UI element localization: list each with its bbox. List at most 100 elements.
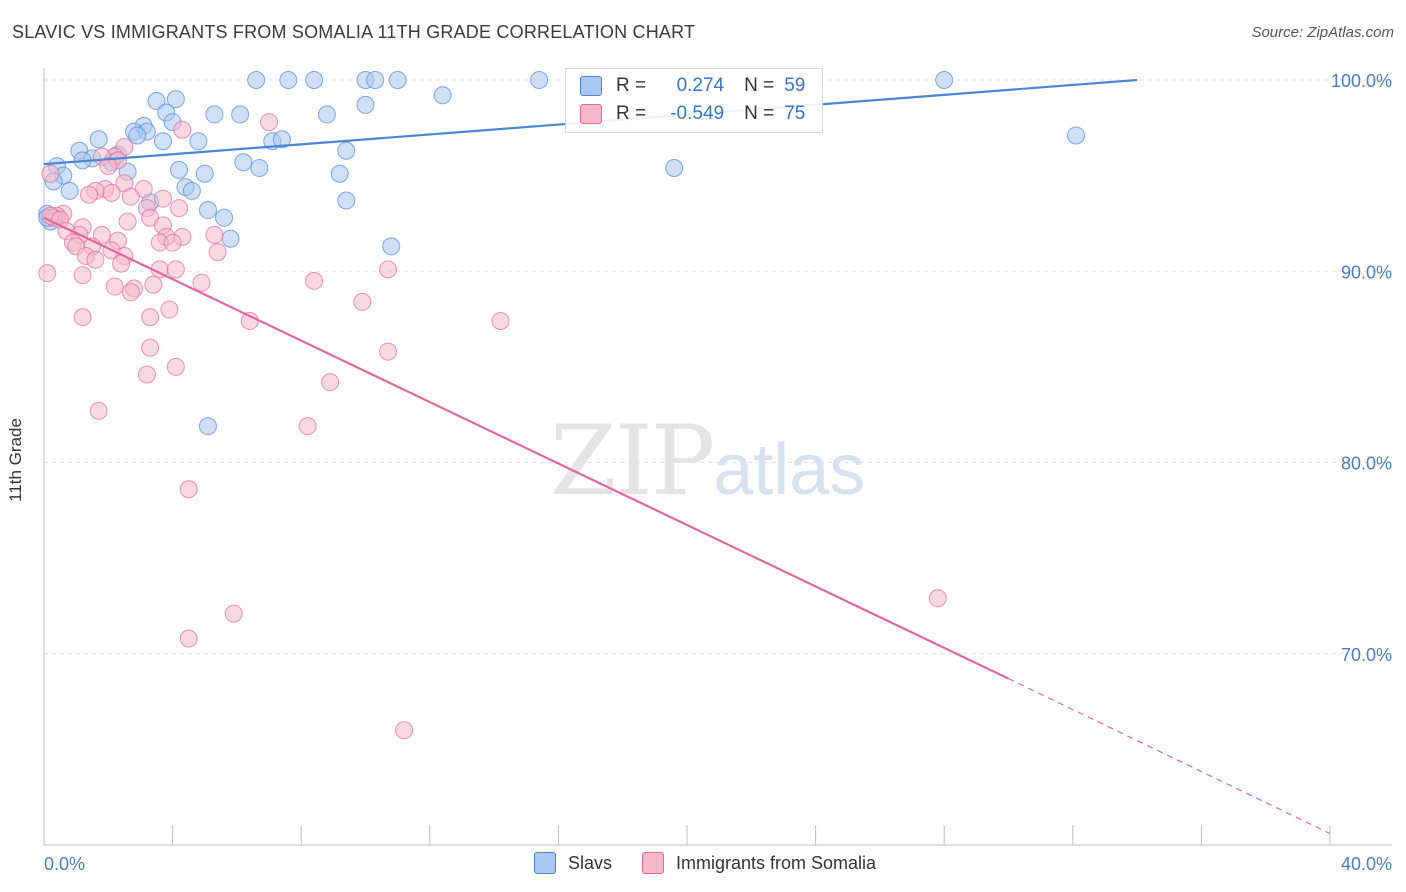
point-slavs bbox=[388, 71, 407, 89]
y-tick-label: 80.0% bbox=[1341, 454, 1392, 474]
point-slavs bbox=[337, 191, 356, 210]
series-legend: Slavs Immigrants from Somalia bbox=[534, 852, 876, 874]
point-somalia bbox=[395, 721, 414, 740]
legend-n-value-slavs: 59 bbox=[784, 75, 806, 96]
y-tick-label: 100.0% bbox=[1331, 71, 1392, 91]
point-somalia bbox=[102, 183, 121, 202]
point-somalia bbox=[179, 629, 198, 648]
point-somalia bbox=[38, 264, 57, 283]
point-somalia bbox=[137, 365, 156, 384]
point-slavs bbox=[330, 164, 349, 183]
point-somalia bbox=[73, 266, 92, 285]
point-slavs bbox=[205, 105, 224, 124]
point-slavs bbox=[147, 92, 166, 111]
trendline-somalia bbox=[43, 216, 1009, 680]
point-somalia bbox=[305, 271, 324, 290]
point-slavs bbox=[366, 71, 385, 89]
point-slavs bbox=[317, 105, 336, 124]
point-somalia bbox=[379, 342, 398, 361]
point-somalia bbox=[160, 300, 179, 319]
point-somalia bbox=[80, 185, 99, 204]
legend-row-somalia: R = -0.549 N = 75 bbox=[580, 102, 805, 126]
point-slavs bbox=[935, 71, 954, 89]
point-somalia bbox=[73, 308, 92, 327]
legend-row-slavs: R = 0.274 N = 59 bbox=[580, 74, 805, 98]
legend-swatch-slavs bbox=[580, 76, 602, 96]
legend-n-value-somalia: 75 bbox=[784, 103, 806, 124]
point-somalia bbox=[379, 260, 398, 279]
point-slavs bbox=[530, 71, 549, 89]
point-somalia bbox=[163, 233, 182, 252]
point-somalia bbox=[166, 260, 185, 279]
point-slavs bbox=[60, 181, 79, 200]
source-label: Source: ZipAtlas.com bbox=[1251, 24, 1394, 41]
point-somalia bbox=[205, 225, 224, 244]
point-somalia bbox=[144, 275, 163, 294]
watermark-atlas: atlas bbox=[713, 430, 866, 510]
point-somalia bbox=[141, 338, 160, 357]
point-somalia bbox=[118, 212, 137, 231]
point-slavs bbox=[279, 71, 298, 89]
point-slavs bbox=[1067, 126, 1086, 145]
point-slavs bbox=[221, 229, 240, 248]
point-slavs bbox=[234, 153, 253, 172]
point-slavs bbox=[356, 95, 375, 114]
point-somalia bbox=[166, 357, 185, 376]
point-slavs bbox=[198, 201, 217, 220]
point-somalia bbox=[321, 373, 340, 392]
legend-swatch-somalia bbox=[580, 104, 602, 124]
legend-r-value-somalia: -0.549 bbox=[670, 103, 725, 124]
point-slavs bbox=[215, 208, 234, 227]
point-somalia bbox=[298, 417, 317, 436]
y-tick-label: 90.0% bbox=[1341, 262, 1392, 282]
point-somalia bbox=[89, 401, 108, 420]
point-slavs bbox=[305, 71, 324, 89]
point-slavs bbox=[166, 90, 185, 109]
point-slavs bbox=[128, 126, 147, 145]
point-somalia bbox=[121, 283, 140, 302]
point-somalia bbox=[208, 243, 227, 262]
point-somalia bbox=[153, 189, 172, 208]
point-slavs bbox=[153, 132, 172, 151]
legend-r-label: R = bbox=[616, 75, 647, 96]
x-tick-label: 0.0% bbox=[44, 854, 85, 874]
legend-swatch-slavs bbox=[534, 852, 556, 874]
point-somalia bbox=[105, 277, 124, 296]
legend-n-label: N = bbox=[744, 103, 775, 124]
point-somalia bbox=[260, 113, 279, 132]
chart-title: SLAVIC VS IMMIGRANTS FROM SOMALIA 11TH G… bbox=[12, 22, 696, 42]
point-slavs bbox=[195, 164, 214, 183]
point-somalia bbox=[141, 308, 160, 327]
point-somalia bbox=[170, 199, 189, 218]
point-somalia bbox=[224, 604, 243, 623]
point-somalia bbox=[92, 225, 111, 244]
point-slavs bbox=[382, 237, 401, 256]
point-slavs bbox=[272, 130, 291, 149]
trendline-somalia-extension bbox=[1008, 678, 1331, 835]
y-axis-title: 11th Grade bbox=[6, 418, 25, 502]
point-somalia bbox=[41, 164, 60, 183]
legend-r-value-slavs: 0.274 bbox=[676, 75, 725, 96]
point-slavs bbox=[170, 160, 189, 179]
point-slavs bbox=[250, 158, 269, 177]
point-slavs bbox=[433, 86, 452, 105]
point-somalia bbox=[86, 250, 105, 269]
point-slavs bbox=[247, 71, 266, 89]
point-somalia bbox=[192, 273, 211, 292]
point-somalia bbox=[179, 480, 198, 499]
point-slavs bbox=[231, 105, 250, 124]
point-somalia bbox=[491, 311, 510, 330]
point-slavs bbox=[189, 132, 208, 151]
legend-label-slavs: Slavs bbox=[568, 852, 613, 873]
point-somalia bbox=[928, 589, 947, 608]
point-somalia bbox=[121, 187, 140, 206]
point-slavs bbox=[337, 141, 356, 160]
point-somalia bbox=[99, 157, 118, 176]
point-somalia bbox=[173, 120, 192, 139]
correlation-legend: R = 0.274 N = 59 R = -0.549 N = 75 bbox=[565, 68, 823, 133]
point-slavs bbox=[182, 181, 201, 200]
legend-swatch-somalia bbox=[642, 852, 665, 874]
y-tick-label: 70.0% bbox=[1341, 645, 1392, 665]
legend-n-label: N = bbox=[744, 75, 775, 96]
